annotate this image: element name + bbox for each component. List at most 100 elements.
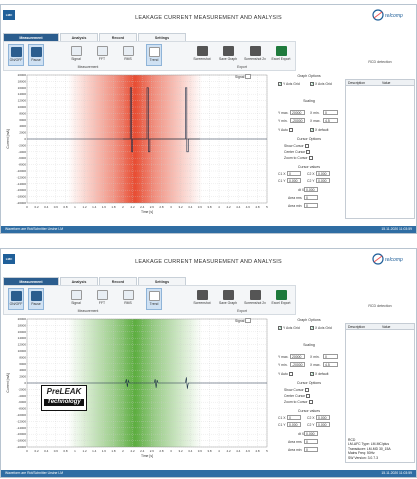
signal-button[interactable]: Signal <box>68 44 84 66</box>
app-window-bottom: LMC LEAKAGE CURRENT MEASUREMENT AND ANAL… <box>0 248 417 478</box>
area-rms-value[interactable]: 0 <box>304 195 318 200</box>
x-default-checkbox[interactable]: ✓X default <box>310 128 329 133</box>
y-axis-label: Current [mA] <box>6 373 10 392</box>
y-tick-label: -8000 <box>18 163 26 167</box>
trend-button[interactable]: Trend <box>146 44 162 66</box>
title-bar: LMC LEAKAGE CURRENT MEASUREMENT AND ANAL… <box>1 5 416 33</box>
area-min-value[interactable]: 0 <box>304 447 318 452</box>
tab-analysis[interactable]: Analysis <box>60 33 98 42</box>
save-graph-button[interactable]: Save Graph <box>218 44 238 66</box>
y-auto-checkbox[interactable]: Y Auto <box>278 372 294 377</box>
y-tick-label: -18000 <box>17 439 27 443</box>
area-rms-label: Area rms <box>288 440 302 444</box>
dx-value[interactable]: 0.000 <box>304 431 318 436</box>
tab-record[interactable]: Record <box>99 33 137 42</box>
current-chart[interactable]: 2000018000160001400012000100008000600040… <box>3 315 273 465</box>
save-graph-button[interactable]: Save Graph <box>218 288 238 310</box>
y-tick-label: 4000 <box>19 124 26 128</box>
cursor-options-title: Cursor Options <box>296 381 322 385</box>
on-off-button[interactable]: ON/OFF <box>8 288 24 310</box>
fft-button[interactable]: FFT <box>94 44 110 66</box>
center-cursor-checkbox[interactable]: Center Cursor <box>284 150 311 155</box>
current-chart[interactable]: 2000018000160001400012000100008000600040… <box>3 71 273 221</box>
ribbon: ON/OFF Pause Signal FFT RMS Trend Measur… <box>3 285 296 315</box>
screenshot-button[interactable]: Screenshot <box>192 44 212 66</box>
x-max-input[interactable]: 4.5 <box>323 362 338 367</box>
x-min-input[interactable]: 0 <box>323 110 338 115</box>
center-cursor-checkbox[interactable]: Center Cursor <box>284 394 311 399</box>
tab-settings[interactable]: Settings <box>138 277 186 286</box>
c2y-value[interactable]: 0.000 <box>316 422 330 427</box>
y-tick-label: -6000 <box>18 156 26 160</box>
dx-value[interactable]: 0.000 <box>304 187 318 192</box>
x-tick-label: 4.2 <box>227 205 232 209</box>
show-cursor-checkbox[interactable]: Show Cursor <box>284 388 310 393</box>
excel-export-button[interactable]: Excel Export <box>270 44 292 66</box>
preleak-badge: PreLEAK Technology <box>41 385 87 411</box>
area-rms-value[interactable]: 0 <box>304 439 318 444</box>
rms-button[interactable]: RMS <box>120 288 136 310</box>
signal-button[interactable]: Signal <box>68 288 84 310</box>
y-tick-label: -6000 <box>18 400 26 404</box>
y-grid-checkbox[interactable]: ✓Y Axis Grid <box>278 326 300 331</box>
x-grid-checkbox[interactable]: ✓X Axis Grid <box>310 82 332 87</box>
pause-button[interactable]: Pause <box>28 288 44 310</box>
y-auto-checkbox[interactable]: Y Auto <box>278 128 294 133</box>
excel-export-button[interactable]: Excel Export <box>270 288 292 310</box>
c2y-label: C2 Y <box>307 179 315 183</box>
show-cursor-checkbox[interactable]: Show Cursor <box>284 144 310 149</box>
x-min-input[interactable]: 0 <box>323 354 338 359</box>
signal-indicator <box>245 318 251 323</box>
tab-settings[interactable]: Settings <box>138 33 186 42</box>
signal-label: Signal <box>235 75 245 79</box>
rms-button[interactable]: RMS <box>120 44 136 66</box>
screenshot-2x-button[interactable]: Screenshot 2x <box>244 44 266 66</box>
y-grid-checkbox[interactable]: ✓Y Axis Grid <box>278 82 300 87</box>
area-min-value[interactable]: 0 <box>304 203 318 208</box>
screenshot-button[interactable]: Screenshot <box>192 288 212 310</box>
y-min-input[interactable]: -20000 <box>290 362 305 367</box>
x-default-checkbox[interactable]: ✓X default <box>310 372 329 377</box>
tab-measurement[interactable]: Measurement <box>3 277 59 286</box>
c1x-value[interactable]: 0 <box>287 415 301 420</box>
rcd-info-line: LM-AFC Type: LM-MC/plus <box>348 442 390 446</box>
brand-logo: relcomp <box>370 8 412 22</box>
x-tick-label: 2.8 <box>159 205 164 209</box>
trend-button[interactable]: Trend <box>146 288 162 310</box>
company-logo: LMC <box>3 10 15 20</box>
y-min-input[interactable]: -20000 <box>290 118 305 123</box>
x-tick-label: 2.2 <box>131 205 136 209</box>
title-bar: LMC LEAKAGE CURRENT MEASUREMENT AND ANAL… <box>1 249 416 277</box>
zoom-cursor-checkbox[interactable]: Zoom to Cursor <box>284 400 314 405</box>
x-tick-label: 3 <box>170 449 172 453</box>
description-header: Description <box>348 81 365 85</box>
x-tick-label: 0.8 <box>63 449 68 453</box>
y-tick-label: 16000 <box>18 86 27 90</box>
tab-record[interactable]: Record <box>99 277 137 286</box>
x-tick-label: 3.8 <box>207 449 212 453</box>
zoom-cursor-checkbox[interactable]: Zoom to Cursor <box>284 156 314 161</box>
signal-label: Signal <box>235 319 245 323</box>
c1x-value[interactable]: 0 <box>287 171 301 176</box>
c1x-label: C1 X <box>278 172 286 176</box>
x-max-input[interactable]: 4.5 <box>323 118 338 123</box>
screenshot-2x-button[interactable]: Screenshot 2x <box>244 288 266 310</box>
tab-measurement[interactable]: Measurement <box>3 33 59 42</box>
c2x-value[interactable]: 0.000 <box>316 415 330 420</box>
c2x-value[interactable]: 0.000 <box>316 171 330 176</box>
fft-button[interactable]: FFT <box>94 288 110 310</box>
c1y-value[interactable]: 0.000 <box>287 178 301 183</box>
pause-button[interactable]: Pause <box>28 44 44 66</box>
x-tick-label: 2.6 <box>150 449 155 453</box>
c2y-value[interactable]: 0.000 <box>316 178 330 183</box>
x-tick-label: 1.8 <box>111 205 116 209</box>
y-max-input[interactable]: 20000 <box>290 110 305 115</box>
x-grid-checkbox[interactable]: ✓X Axis Grid <box>310 326 332 331</box>
y-tick-label: -10000 <box>17 413 27 417</box>
c1y-value[interactable]: 0.000 <box>287 422 301 427</box>
status-time: 15.11.2020 11:03:59 <box>381 471 412 475</box>
y-max-input[interactable]: 20000 <box>290 354 305 359</box>
tab-analysis[interactable]: Analysis <box>60 277 98 286</box>
x-tick-label: 1.8 <box>111 449 116 453</box>
on-off-button[interactable]: ON/OFF <box>8 44 24 66</box>
